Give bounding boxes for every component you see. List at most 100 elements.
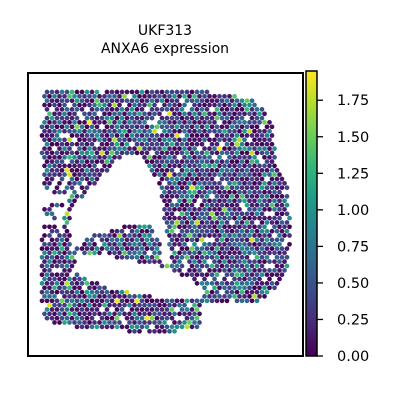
expression-spot	[249, 159, 255, 164]
expression-spot	[67, 215, 72, 221]
expression-spot	[184, 298, 190, 304]
expression-spot	[194, 315, 200, 321]
expression-spot	[64, 98, 70, 104]
expression-spot	[162, 320, 167, 325]
expression-spot	[254, 211, 260, 217]
expression-spot	[247, 172, 252, 177]
expression-spot	[269, 124, 275, 130]
expression-spot	[54, 307, 60, 312]
expression-spot	[217, 102, 222, 108]
expression-spot	[104, 89, 110, 95]
expression-spot	[119, 228, 125, 234]
expression-spot	[62, 311, 67, 317]
expression-spot	[219, 124, 225, 130]
expression-spot	[232, 163, 237, 169]
expression-spot	[44, 246, 50, 251]
expression-spot	[197, 93, 202, 99]
expression-spot	[49, 159, 55, 164]
expression-spot	[59, 281, 65, 286]
expression-spot	[87, 302, 92, 308]
expression-spot	[249, 272, 255, 278]
expression-spot	[59, 141, 65, 147]
expression-spot	[87, 146, 92, 151]
expression-spot	[202, 198, 207, 204]
expression-spot	[237, 276, 242, 282]
expression-spot	[249, 211, 255, 217]
expression-spot	[214, 98, 220, 104]
expression-spot	[119, 289, 125, 295]
expression-spot	[57, 180, 62, 186]
expression-spot	[92, 250, 97, 256]
expression-spot	[279, 254, 285, 260]
expression-spot	[139, 307, 145, 312]
expression-spot	[167, 128, 172, 134]
expression-spot	[44, 159, 50, 164]
expression-spot	[114, 133, 120, 138]
expression-spot	[222, 172, 227, 177]
expression-spot	[59, 150, 65, 156]
expression-spot	[267, 146, 272, 151]
expression-spot	[129, 133, 135, 138]
expression-spot	[174, 324, 180, 330]
expression-spot	[114, 124, 120, 130]
expression-spot	[107, 320, 112, 325]
expression-spot	[119, 98, 125, 104]
expression-spot	[284, 220, 290, 225]
expression-spot	[217, 154, 222, 160]
expression-spot	[132, 294, 137, 299]
expression-spot	[129, 246, 135, 251]
expression-spot	[52, 163, 57, 169]
expression-spot	[244, 185, 250, 191]
expression-spot	[247, 285, 252, 291]
expression-spot	[282, 233, 287, 238]
expression-spot	[64, 246, 70, 251]
expression-spot	[179, 159, 185, 164]
expression-spot	[184, 124, 190, 130]
expression-spot	[42, 268, 47, 273]
expression-spot	[92, 285, 97, 291]
expression-spot	[57, 189, 62, 195]
expression-spot	[102, 320, 107, 325]
expression-spot	[227, 241, 232, 247]
expression-spot	[212, 259, 217, 264]
expression-spot	[77, 180, 82, 186]
expression-spot	[129, 124, 135, 130]
expression-spot	[192, 215, 197, 221]
expression-spot	[212, 189, 217, 195]
expression-spot	[54, 272, 60, 278]
expression-spot	[82, 311, 87, 317]
expression-spot	[62, 285, 67, 291]
colorbar-gradient	[305, 70, 318, 357]
expression-spot	[207, 93, 212, 99]
expression-spot	[219, 246, 225, 251]
expression-spot	[244, 246, 250, 251]
expression-spot	[204, 263, 210, 269]
expression-spot	[237, 137, 242, 143]
expression-spot	[262, 224, 267, 230]
expression-spot	[67, 311, 72, 317]
expression-spot	[212, 163, 217, 169]
expression-spot	[254, 246, 260, 251]
expression-spot	[199, 133, 205, 138]
expression-spot	[189, 220, 195, 225]
colorbar-tick-label: 1.75	[337, 93, 369, 109]
expression-spot	[202, 111, 207, 117]
expression-spot	[234, 289, 240, 295]
expression-spot	[187, 311, 192, 317]
expression-spot	[179, 228, 185, 234]
expression-spot	[209, 185, 215, 191]
expression-spot	[239, 185, 245, 191]
expression-spot	[59, 159, 65, 164]
expression-spot	[209, 254, 215, 260]
expression-spot	[97, 93, 102, 99]
expression-spot	[114, 246, 120, 251]
expression-spot	[224, 228, 230, 234]
expression-spot	[239, 159, 245, 164]
expression-spot	[92, 233, 97, 238]
expression-spot	[217, 224, 222, 230]
expression-spot	[144, 141, 150, 147]
expression-spot	[232, 102, 237, 108]
expression-spot	[227, 137, 232, 143]
expression-spot	[177, 207, 182, 212]
expression-spot	[212, 180, 217, 186]
